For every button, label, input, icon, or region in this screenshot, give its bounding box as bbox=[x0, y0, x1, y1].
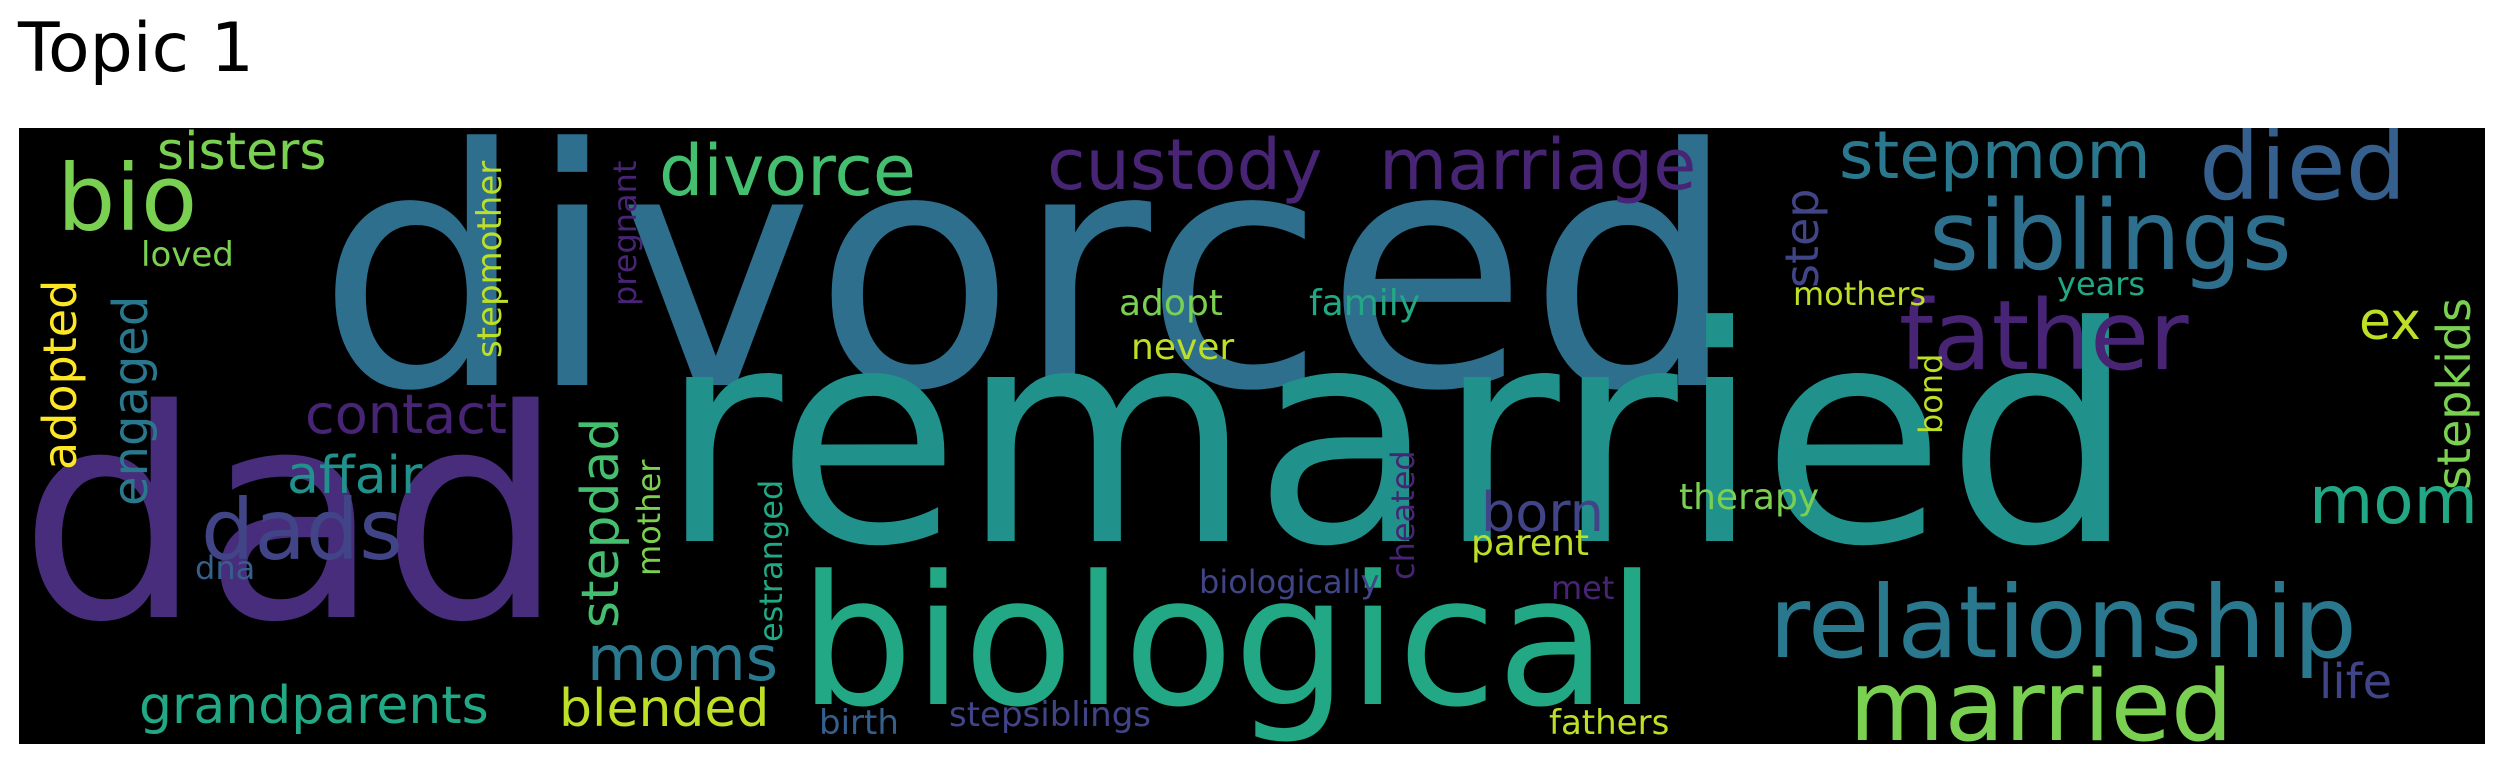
word-adopted: adopted bbox=[33, 279, 87, 470]
word-step: step bbox=[1775, 188, 1829, 288]
word-remarried: remarried bbox=[659, 263, 2137, 612]
word-pregnant: pregnant bbox=[606, 160, 644, 306]
word-mothers: mothers bbox=[1793, 275, 1927, 313]
word-therapy: therapy bbox=[1679, 477, 1820, 518]
word-cloud: divorced remarried dad biological relati… bbox=[19, 128, 2485, 744]
word-marriage: marriage bbox=[1379, 128, 1697, 206]
word-stepdad: stepdad bbox=[571, 417, 631, 628]
word-mom: mom bbox=[2309, 462, 2478, 539]
word-moms: moms bbox=[587, 622, 779, 695]
word-grandparents: grandparents bbox=[139, 676, 489, 736]
word-fathers: fathers bbox=[1549, 703, 1670, 743]
word-stepmom: stepmom bbox=[1839, 128, 2151, 194]
word-stepsiblings: stepsiblings bbox=[949, 695, 1152, 735]
word-custody: custody bbox=[1047, 128, 1323, 206]
word-divorced: divorced bbox=[317, 128, 1738, 463]
word-biological: biological bbox=[799, 538, 1658, 744]
word-divorce: divorce bbox=[659, 130, 916, 212]
word-met: met bbox=[1551, 569, 1615, 607]
word-years: years bbox=[2057, 265, 2146, 303]
word-contact: contact bbox=[305, 383, 508, 446]
word-engaged: engaged bbox=[103, 295, 159, 506]
word-family: family bbox=[1309, 283, 1421, 324]
word-bond: bond bbox=[1912, 353, 1950, 434]
word-mother: mother bbox=[630, 459, 668, 576]
word-bio: bio bbox=[57, 145, 198, 252]
word-siblings: siblings bbox=[1929, 180, 2292, 292]
chart-title: Topic 1 bbox=[18, 9, 254, 88]
word-never: never bbox=[1131, 327, 1235, 368]
word-parent: parent bbox=[1471, 523, 1590, 564]
word-stepmother: stepmother bbox=[470, 160, 510, 358]
word-dad: dad bbox=[19, 349, 565, 686]
word-biologically: biologically bbox=[1199, 563, 1380, 601]
word-dna: dna bbox=[195, 549, 256, 587]
word-stepkids: stepkids bbox=[2427, 297, 2481, 490]
word-dads: dads bbox=[201, 481, 403, 579]
word-birth: birth bbox=[819, 703, 899, 743]
word-adopt: adopt bbox=[1119, 283, 1223, 324]
word-born: born bbox=[1481, 481, 1604, 544]
word-loved: loved bbox=[141, 235, 234, 275]
word-ex: ex bbox=[2359, 292, 2421, 352]
word-life: life bbox=[2319, 654, 2393, 710]
word-blended: blended bbox=[559, 679, 770, 739]
word-estranged: estranged bbox=[752, 479, 790, 642]
word-relationship: relationship bbox=[1769, 564, 2357, 681]
word-married: married bbox=[1849, 650, 2234, 744]
word-died: died bbox=[2199, 128, 2407, 222]
word-affair: affair bbox=[287, 446, 423, 506]
word-sisters: sisters bbox=[157, 128, 327, 182]
word-cheated: cheated bbox=[1384, 450, 1422, 580]
word-father: father bbox=[1899, 280, 2189, 392]
